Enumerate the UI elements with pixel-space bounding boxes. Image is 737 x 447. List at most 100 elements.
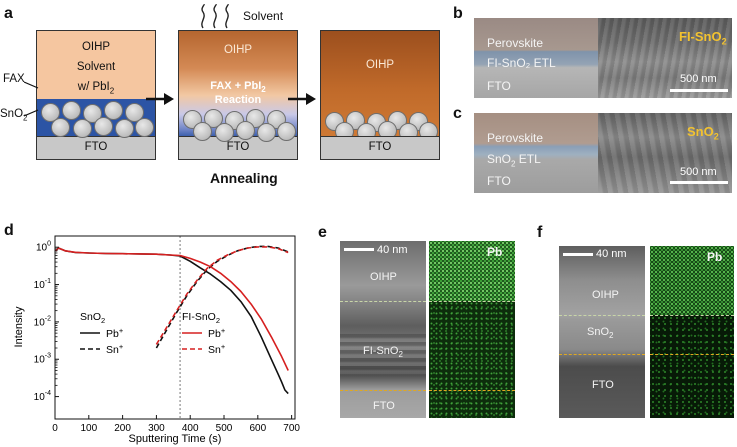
x-tick-label: 200 — [114, 423, 131, 434]
sem-b-sample-tag: FI-SnO2 — [679, 29, 727, 47]
eds-f-lower-interface — [650, 354, 734, 355]
solvent-vapor-icon — [197, 3, 237, 30]
legend-entry-label: Sn+ — [106, 342, 124, 356]
fax-side-label: FAX — [3, 73, 25, 85]
block1-oihp-text: OIHP — [81, 41, 111, 53]
sem-b-scale-text: 500 nm — [680, 73, 717, 85]
block3-fto-layer: FTO — [321, 136, 439, 159]
tem-f-sno2-label: SnO2 — [587, 326, 614, 341]
x-tick-label: 100 — [80, 423, 97, 434]
block1-fto-layer: FTO — [37, 136, 155, 159]
series-line-2 — [55, 247, 289, 371]
y-tick-label: 100 — [36, 241, 51, 254]
sem-c-fto-label: FTO — [487, 174, 511, 188]
legend-entry-label: Sn+ — [208, 342, 226, 356]
x-tick-label: 600 — [249, 423, 266, 434]
sem-b-etl-label: FI-SnO₂ ETL — [487, 56, 556, 70]
sem-c-left-overlay — [474, 113, 598, 193]
tem-e-scale-bar — [344, 248, 374, 251]
x-axis-label: Sputtering Time (s) — [129, 433, 222, 445]
sem-b-grain — [598, 18, 732, 98]
sem-b-scale-bar — [670, 89, 728, 92]
eds-map-f-pb: Pb — [650, 246, 734, 418]
panel-label-e: e — [318, 224, 327, 241]
y-axis-label: Intensity — [13, 306, 25, 347]
x-tick-label: 700 — [283, 423, 300, 434]
sem-b-left-overlay — [474, 18, 598, 98]
tem-image-fi-sno2: 40 nm OIHP FI-SnO2 FTO — [340, 241, 426, 418]
tem-e-fto-label: FTO — [373, 400, 395, 412]
sem-c-scale-bar — [670, 181, 728, 184]
series-line-1 — [155, 245, 289, 349]
tem-e-etl-texture — [340, 334, 426, 374]
tem-e-scale-text: 40 nm — [377, 244, 408, 256]
block2-oihp-text: OIHP — [223, 44, 253, 56]
eds-e-sparse-region — [429, 301, 515, 418]
block2-reaction-text: FAX + PbI2 — [210, 80, 266, 95]
y-tick-label: 10-1 — [34, 278, 51, 291]
schematic-block-final: OIHP FTO — [320, 30, 440, 160]
tem-e-fisno2-label: FI-SnO2 — [363, 345, 403, 360]
eds-f-sparse-region — [650, 315, 734, 418]
legend-group-title: SnO2 — [80, 311, 105, 325]
tem-f-oihp-label: OIHP — [592, 289, 619, 301]
y-tick-label: 10-4 — [34, 390, 51, 403]
series-line-3 — [155, 246, 289, 345]
annealing-label: Annealing — [210, 170, 278, 186]
y-tick-label: 10-3 — [34, 353, 51, 366]
eds-f-pb-label: Pb — [707, 250, 723, 264]
x-tick-label: 400 — [182, 423, 199, 434]
fax-arrow-icon — [23, 77, 40, 89]
sno2-arrow-icon — [23, 105, 40, 117]
block1-pbi2-text: w/ PbI2 — [77, 81, 115, 96]
eds-e-dense-region — [429, 241, 515, 301]
panel-label-d: d — [4, 222, 14, 239]
plot-frame — [54, 235, 296, 420]
schematic-block-reaction: OIHP FAX + PbI2 Reaction FTO — [178, 30, 298, 160]
oihp-solution-layer — [37, 31, 155, 99]
tem-f-lower-interface — [559, 354, 645, 355]
eds-map-e-pb: Pb — [429, 241, 515, 418]
x-tick-label: 300 — [148, 423, 165, 434]
panel-label-f: f — [537, 224, 543, 241]
panel-label-b: b — [453, 5, 463, 22]
block1-solvent-text: Solvent — [76, 61, 116, 73]
tem-f-scale-text: 40 nm — [596, 248, 627, 260]
tem-e-upper-interface — [340, 301, 426, 302]
sem-c-grain — [598, 113, 732, 193]
depth-profile-chart: 0 100 200 300 400 500 600 700 100 10-1 10-2 10-3 10-… — [13, 235, 300, 445]
block2-reaction-line2: Reaction — [214, 94, 262, 106]
x-tick-label: 500 — [216, 423, 233, 434]
legend-group-title: FI-SnO2 — [182, 311, 220, 325]
sem-b-right-texture — [598, 18, 732, 98]
panel-label-c: c — [453, 105, 462, 122]
sem-c-etl-label: SnO2 ETL — [487, 152, 541, 169]
tem-e-lower-interface — [340, 390, 426, 391]
legend-entry-label: Pb+ — [208, 326, 226, 340]
x-tick-label: 0 — [52, 423, 58, 434]
eds-e-lower-interface — [429, 390, 515, 391]
sem-b-perovskite-label: Perovskite — [487, 36, 544, 50]
eds-e-pb-label: Pb — [487, 245, 503, 259]
sem-image-sno2: Perovskite SnO2 ETL FTO SnO2 500 nm — [474, 113, 732, 193]
sem-c-perovskite-label: Perovskite — [487, 131, 544, 145]
tem-f-scale-bar — [563, 253, 593, 256]
sem-c-right-texture — [598, 113, 732, 193]
panel-label-a: a — [4, 5, 13, 22]
tem-f-fto-label: FTO — [592, 379, 614, 391]
solvent-label: Solvent — [243, 9, 284, 23]
process-arrow-1-icon — [146, 92, 174, 106]
tem-image-sno2: 40 nm OIHP SnO2 FTO — [559, 246, 645, 418]
sem-image-fi-sno2: Perovskite FI-SnO₂ ETL FTO FI-SnO2 500 n… — [474, 18, 732, 98]
sem-c-sample-tag: SnO2 — [687, 124, 719, 142]
sem-c-scale-text: 500 nm — [680, 166, 717, 178]
sem-b-fto-label: FTO — [487, 79, 511, 93]
eds-e-upper-interface — [429, 301, 515, 302]
tem-f-upper-interface — [559, 315, 645, 316]
eds-f-dense-region — [650, 246, 734, 315]
schematic-block-initial: OIHP Solvent w/ PbI2 FTO — [36, 30, 156, 160]
block3-oihp-text: OIHP — [365, 59, 395, 71]
legend-entry-label: Pb+ — [106, 326, 124, 340]
y-tick-label: 10-2 — [34, 315, 51, 328]
tem-e-oihp-label: OIHP — [370, 271, 397, 283]
